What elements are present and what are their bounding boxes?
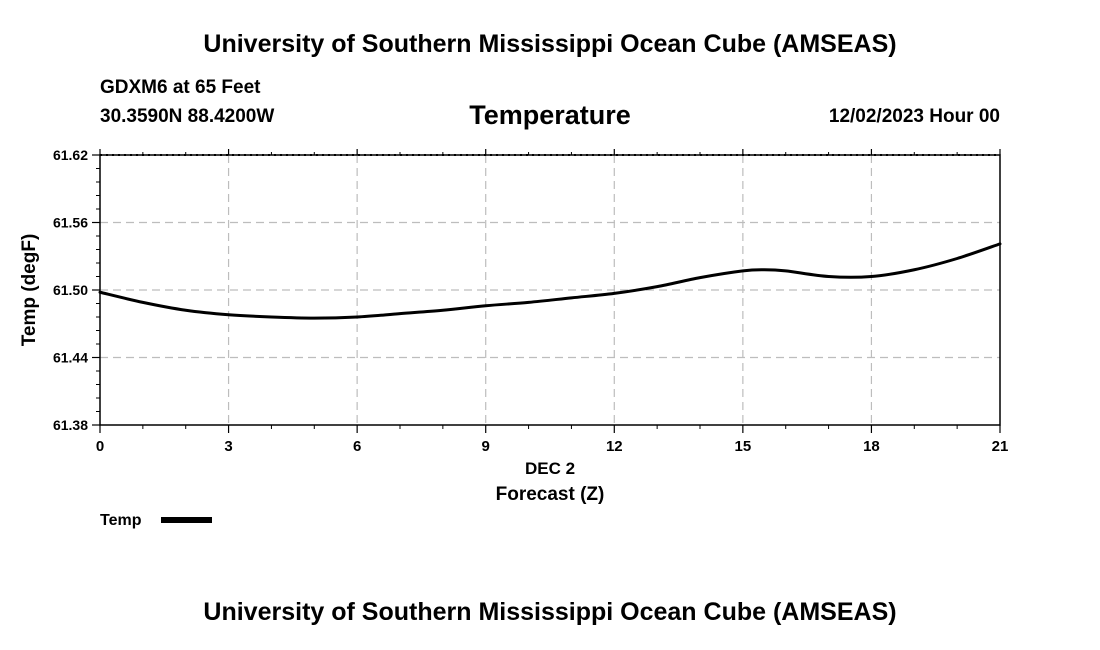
y-tick-label: 61.50 [53, 282, 88, 298]
x-tick-label: 6 [353, 438, 361, 455]
page-title: University of Southern Mississippi Ocean… [203, 30, 897, 58]
y-tick-label: 61.62 [53, 147, 88, 163]
x-tick-label: 3 [224, 438, 232, 455]
footer-title: University of Southern Mississippi Ocean… [203, 598, 897, 626]
x-tick-label: 0 [96, 438, 104, 455]
x-axis-date-label: DEC 2 [525, 459, 575, 478]
y-axis-label: Temp (degF) [19, 234, 40, 347]
x-tick-label: 21 [992, 438, 1009, 455]
y-tick-label: 61.56 [53, 215, 88, 231]
grid-lines [100, 155, 1000, 425]
x-tick-label: 15 [735, 438, 752, 455]
series-line-temp [98, 242, 1002, 320]
coordinates-label: 30.3590N 88.4200W [100, 106, 275, 127]
series-layer [98, 242, 1002, 320]
x-axis-label: Forecast (Z) [496, 484, 605, 505]
legend: Temp [100, 512, 212, 529]
x-tick-label: 9 [482, 438, 490, 455]
station-label: GDXM6 at 65 Feet [100, 77, 261, 98]
axis-ticks: 0 3 6 9 12 15 18 21 61.38 61.44 61.50 61.56 61.62 [53, 147, 1008, 455]
x-tick-label: 12 [606, 438, 623, 455]
legend-label-temp: Temp [100, 512, 142, 529]
y-tick-label: 61.44 [53, 350, 88, 366]
temperature-chart: 0 3 6 9 12 15 18 21 61.38 61.44 61.50 61.56 61.62 DE… [19, 147, 1008, 529]
forecast-datetime: 12/02/2023 Hour 00 [828, 106, 1000, 127]
chart-title: Temperature [469, 100, 631, 130]
y-tick-label: 61.38 [53, 417, 88, 433]
x-tick-label: 18 [863, 438, 880, 455]
